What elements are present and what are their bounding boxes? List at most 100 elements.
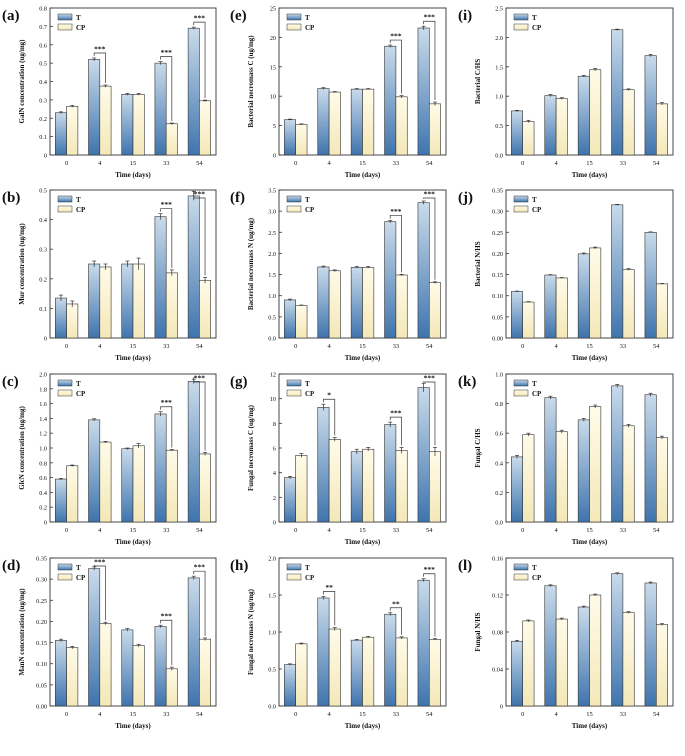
panel-label: (g): [230, 374, 248, 390]
bar-cp: [555, 277, 568, 339]
x-tick-label: 0: [294, 343, 297, 350]
bar-t: [577, 606, 590, 707]
y-tick-label: 0: [273, 520, 276, 527]
y-tick-label: 0.20: [492, 251, 503, 258]
legend-label-cp: CP: [76, 24, 86, 32]
legend-swatch-t: [57, 195, 73, 203]
y-tick-label: 0.1: [39, 134, 47, 141]
bar-t: [644, 231, 657, 339]
bar-cp: [295, 305, 308, 339]
x-tick-label: 15: [359, 160, 366, 167]
bar-cp: [622, 89, 635, 156]
legend-label-cp: CP: [305, 24, 315, 32]
bar-cp: [555, 431, 568, 523]
bar-t: [55, 297, 67, 339]
y-tick-label: 3.5: [268, 188, 276, 195]
bar-cp: [395, 96, 408, 156]
x-axis-label: Time (days): [345, 722, 381, 730]
legend-swatch-cp: [286, 573, 302, 581]
x-tick-label: 33: [620, 527, 627, 534]
y-tick-label: 0.5: [268, 667, 276, 674]
y-tick-label: 5: [273, 123, 276, 130]
y-axis-label: ManN concentration (ug/mg): [18, 588, 26, 676]
x-tick-label: 4: [327, 711, 331, 718]
bar-cp: [132, 445, 145, 523]
chart-panel: (e) 0 5 10 15 20 25 Bacterial necromass C (ug/m…: [230, 6, 447, 179]
y-tick-label: 0.4: [39, 490, 47, 497]
legend-label-cp: CP: [532, 24, 542, 32]
x-tick-label: 54: [196, 160, 203, 167]
y-tick-label: 0.10: [492, 293, 503, 300]
significance-label: *: [327, 391, 331, 400]
y-tick-label: 0.30: [36, 577, 47, 584]
y-axis-label: Fungal N/HS: [474, 612, 482, 651]
bar-cp: [199, 453, 211, 523]
significance-bracket: [389, 416, 402, 446]
x-tick-label: 0: [521, 527, 524, 534]
bar-cp: [199, 279, 211, 339]
y-tick-label: 0.1: [39, 306, 47, 313]
bar-t: [88, 568, 101, 707]
x-tick-label: 4: [554, 711, 558, 718]
bar-cp: [362, 636, 375, 707]
x-tick-label: 4: [98, 160, 102, 167]
y-tick-label: 1.8: [39, 386, 47, 393]
bar-cp: [428, 103, 441, 156]
y-tick-label: 2.0: [495, 35, 503, 42]
x-tick-label: 54: [196, 711, 203, 718]
bar-cp: [589, 69, 602, 156]
bar-t: [511, 110, 523, 156]
bar-t: [544, 95, 557, 156]
y-tick-label: 1.0: [268, 630, 276, 637]
y-tick-label: 0: [44, 336, 47, 343]
x-axis-label: Time (days): [115, 538, 151, 546]
significance-bracket: [389, 215, 402, 273]
bar-t: [187, 577, 200, 707]
bar-t: [544, 274, 557, 339]
y-tick-label: 1.5: [495, 64, 503, 71]
bar-t: [154, 413, 167, 523]
y-tick-label: 0.6: [39, 475, 47, 482]
x-tick-label: 0: [294, 527, 297, 534]
bar-t: [384, 613, 397, 707]
y-axis-label: Bacterial necromass C (ug/mg): [247, 35, 255, 128]
bar-t: [511, 291, 523, 339]
bar-cp: [522, 121, 535, 156]
x-axis-label: Time (days): [115, 722, 151, 730]
y-tick-label: 0.5: [495, 123, 503, 130]
x-axis-label: Time (days): [345, 171, 381, 179]
bar-t: [284, 477, 296, 523]
y-tick-label: 0.4: [39, 79, 47, 86]
y-tick-label: 20: [270, 35, 276, 42]
y-tick-label: 0.8: [39, 460, 47, 467]
x-tick-label: 33: [163, 527, 170, 534]
significance-label: ***: [424, 565, 436, 574]
bar-t: [88, 263, 101, 339]
panel-label: (d): [2, 558, 20, 574]
x-tick-label: 0: [65, 527, 68, 534]
y-tick-label: 0.7: [39, 24, 47, 31]
y-axis-label: Bacterial necromass N (ug/mg): [247, 217, 255, 310]
panel-label: (b): [2, 190, 20, 206]
bar-t: [611, 573, 624, 707]
panel-label: (a): [2, 8, 20, 24]
legend-swatch-cp: [513, 205, 529, 213]
bar-t: [154, 216, 167, 339]
y-tick-label: 0.20: [36, 619, 47, 626]
y-tick-label: 1.0: [268, 293, 276, 300]
y-tick-label: 2.0: [268, 556, 276, 563]
significance-label: ***: [424, 374, 436, 383]
chart-panel: (g) 0 2 4 6 8 10 12 Fungal necromass C (ug/mg) 0 4…: [230, 372, 447, 546]
y-tick-label: 0.2: [39, 276, 47, 283]
bar-t: [511, 640, 523, 707]
significance-label: ***: [390, 409, 402, 418]
y-tick-label: 0: [44, 153, 47, 160]
x-tick-label: 33: [620, 343, 627, 350]
legend-swatch-cp: [57, 573, 73, 581]
x-axis-label: Time (days): [572, 538, 608, 546]
significance-label: ***: [424, 13, 436, 22]
bar-cp: [99, 623, 112, 707]
panel-label: (c): [2, 374, 19, 390]
y-tick-label: 0.08: [492, 630, 503, 637]
legend-swatch-t: [286, 379, 302, 387]
